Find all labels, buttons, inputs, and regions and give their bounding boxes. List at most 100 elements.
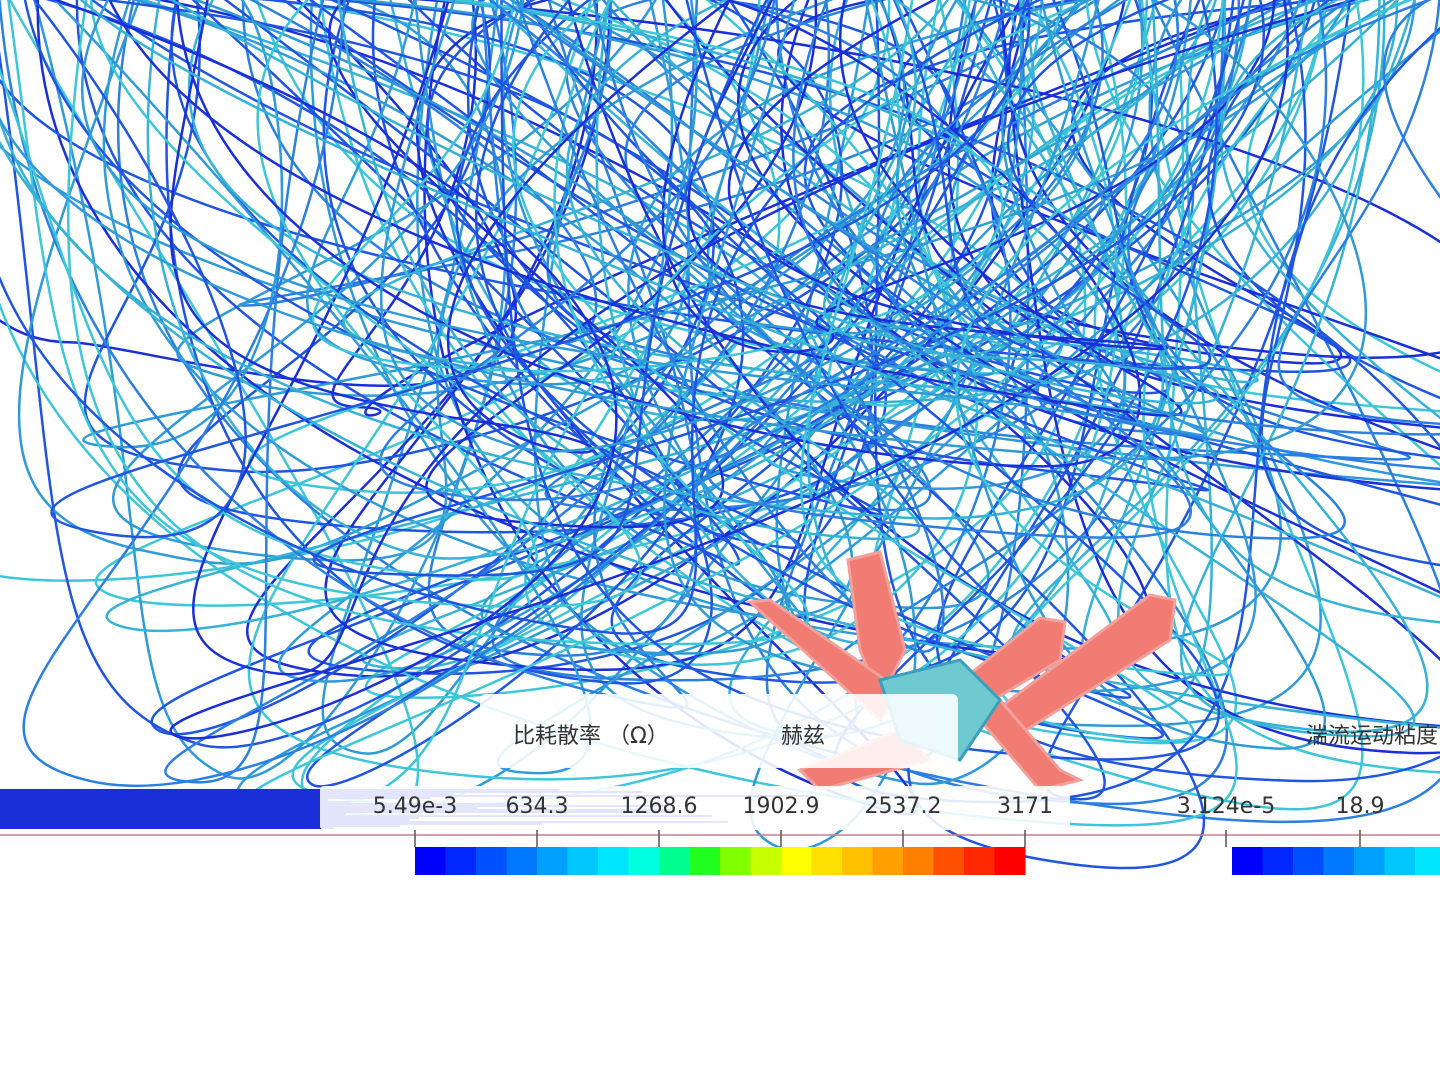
streamline [864, 0, 1327, 750]
streamline [255, 0, 1064, 375]
streamline [0, 0, 1367, 461]
colorbar-segment [1384, 847, 1416, 875]
streamline [455, 0, 1245, 740]
streamline [0, 0, 1440, 486]
colorbar-segment [1232, 847, 1263, 875]
streamline [247, 0, 1119, 781]
streamline [379, 0, 1094, 453]
streamline [661, 0, 1276, 354]
streamline [192, 0, 1100, 852]
fin [846, 550, 907, 704]
streamline [592, 0, 1433, 540]
streamline [176, 0, 1142, 468]
streamline [567, 0, 1440, 728]
legend-title: 湍流运动粘度 [1306, 724, 1439, 749]
legend-title-panel [480, 694, 958, 768]
streamline [0, 0, 781, 582]
streamline [312, 0, 1265, 577]
colorbar-segment [598, 847, 629, 875]
streamline [312, 0, 1004, 373]
streamline [192, 0, 1359, 676]
colorbar-segment [933, 847, 965, 875]
streamline [0, 0, 1352, 374]
streamline [0, 0, 843, 749]
streamline [52, 0, 1289, 740]
streamline [169, 0, 733, 454]
streamline [792, 0, 1440, 471]
streamline [962, 0, 1429, 733]
colorbar-segment [994, 847, 1026, 875]
colorbar-segment [720, 847, 751, 875]
legend-tick-label: 2537.2 [864, 794, 942, 819]
colorbar-segment [476, 847, 507, 875]
streamline [687, 0, 1168, 351]
colorbar-segment [842, 847, 873, 875]
streamline [169, 0, 1220, 405]
legend-tick-label: 3.124e-5 [1176, 794, 1276, 819]
colorbar-segment [506, 847, 538, 875]
colorbar-segment [537, 847, 568, 875]
streamline [146, 0, 1036, 560]
colorbar-segment [659, 847, 690, 875]
streamline [512, 0, 1365, 743]
streamline [112, 0, 835, 562]
streamline [379, 0, 1351, 502]
colorbar-right [1225, 830, 1440, 875]
colorbar-segment [1262, 847, 1294, 875]
streamline [0, 0, 1440, 729]
streamline [337, 0, 921, 541]
colorbar-segment [567, 847, 599, 875]
streamline [0, 0, 538, 581]
legend-tick-panel [320, 786, 1070, 830]
colorbar-segment [1415, 847, 1440, 875]
streamline [728, 0, 1023, 335]
streamline [1085, 0, 1440, 774]
streamline [499, 0, 1192, 539]
streamline [7, 0, 642, 609]
legend-tick-label: 634.3 [505, 794, 569, 819]
streamline [0, 0, 1043, 635]
streamline [116, 0, 1440, 824]
streamline [108, 0, 1183, 417]
colorbar-segment [750, 847, 782, 875]
colorbar-segment [781, 847, 812, 875]
streamline [33, 0, 1031, 539]
streamline [53, 0, 1192, 775]
legend-tick-label: 1902.9 [742, 794, 820, 819]
streamline [75, 0, 741, 566]
colorbar-segment [1354, 847, 1385, 875]
streamline [609, 0, 1259, 384]
colorbar-left [414, 830, 1026, 875]
streamline [780, 0, 1440, 491]
colorbar-segment [415, 847, 446, 875]
colorbar-segment [903, 847, 934, 875]
colorbar-segment [628, 847, 660, 875]
streamline [321, 0, 1372, 755]
streamline [500, 0, 1220, 761]
legend-tick-label: 18.9 [1335, 794, 1385, 819]
streamline [775, 0, 1322, 728]
streamline [412, 0, 1440, 359]
streamline [892, 0, 1212, 370]
colorbar-segment [1293, 847, 1324, 875]
legend-tick-label: 5.49e-3 [372, 794, 458, 819]
legend-title: 比耗散率 （Ω） [513, 724, 669, 749]
legend-tick-label: 3171 [997, 794, 1053, 819]
colorbar-segment [1323, 847, 1355, 875]
streamline [488, 0, 945, 653]
streamline [799, 0, 1411, 677]
streamline [281, 0, 1209, 492]
colorbar-segment [811, 847, 843, 875]
legend-unit: 赫兹 [781, 724, 826, 749]
legend-tick-label: 1268.6 [620, 794, 698, 819]
colorbar-segment [964, 847, 995, 875]
streamline [342, 0, 1416, 404]
fin [987, 593, 1177, 742]
streamline [80, 0, 1207, 437]
colorbar-segment [689, 847, 721, 875]
colorbar-segment [445, 847, 477, 875]
streamline [67, 0, 809, 646]
streamline [187, 0, 1190, 417]
